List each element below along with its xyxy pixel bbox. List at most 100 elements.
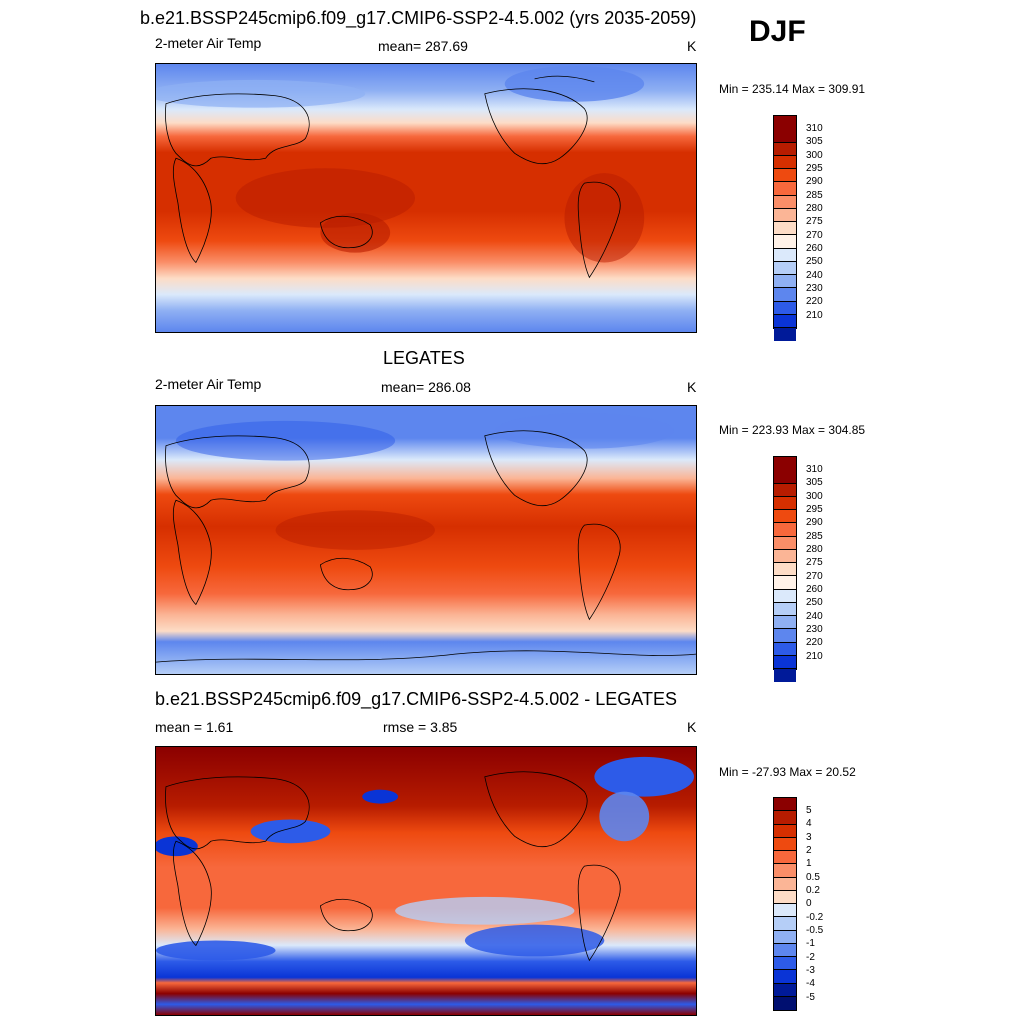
colorbar-label: 240	[806, 270, 823, 281]
colorbar-label: 280	[806, 544, 823, 555]
colorbar-1-swatch	[774, 275, 796, 289]
colorbar-label: 285	[806, 531, 823, 542]
colorbar-label: 4	[806, 818, 812, 829]
colorbar-label: -5	[806, 992, 815, 1003]
colorbar-label: 220	[806, 637, 823, 648]
colorbar-label: 295	[806, 504, 823, 515]
panel-1-colorbar	[773, 115, 797, 342]
colorbar-3-swatch	[774, 851, 796, 865]
colorbar-label: 305	[806, 477, 823, 488]
colorbar-label: 290	[806, 176, 823, 187]
colorbar-3-swatch	[774, 957, 796, 971]
panel-2-mean-label: mean= 286.08	[381, 379, 471, 395]
colorbar-1-swatch	[774, 182, 796, 196]
colorbar-2-swatch	[774, 642, 796, 656]
colorbar-2-swatch	[774, 576, 796, 590]
colorbar-3-swatch	[774, 877, 796, 891]
colorbar-label: 270	[806, 571, 823, 582]
panel-1-variable-label: 2-meter Air Temp	[155, 35, 262, 51]
panel-1-map-graphic	[156, 64, 696, 332]
colorbar-1-swatch	[774, 314, 796, 328]
colorbar-label: 240	[806, 611, 823, 622]
colorbar-2-swatch	[774, 483, 796, 497]
colorbar-3-swatch	[774, 996, 796, 1010]
colorbar-1-swatch	[774, 222, 796, 236]
colorbar-3-swatch	[774, 811, 796, 825]
panel-1-mean-label: mean= 287.69	[378, 38, 468, 54]
colorbar-label: 310	[806, 464, 823, 475]
colorbar-2-swatch	[774, 536, 796, 550]
colorbar-1-swatch	[774, 116, 796, 143]
colorbar-3-swatch	[774, 904, 796, 918]
colorbar-3-swatch	[774, 837, 796, 851]
colorbar-label: -0.5	[806, 925, 824, 936]
colorbar-1-swatch	[774, 248, 796, 262]
panel-1-minmax: Min = 235.14 Max = 309.91	[719, 82, 866, 96]
colorbar-3-swatch	[774, 930, 796, 944]
colorbar-2-swatch	[774, 616, 796, 630]
colorbar-3-swatch	[774, 890, 796, 904]
colorbar-label: 0	[806, 898, 812, 909]
colorbar-2-swatch	[774, 510, 796, 524]
colorbar-label: 260	[806, 243, 823, 254]
colorbar-label: 300	[806, 491, 823, 502]
colorbar-2-swatch	[774, 549, 796, 563]
colorbar-label: 5	[806, 805, 812, 816]
colorbar-label: 260	[806, 584, 823, 595]
colorbar-label: 310	[806, 123, 823, 134]
panel-3-map-graphic	[156, 747, 696, 1015]
colorbar-2-swatch	[774, 523, 796, 537]
colorbar-2-swatch	[774, 669, 796, 683]
panel-2-map-graphic	[156, 406, 696, 674]
panel-2-minmax: Min = 223.93 Max = 304.85	[719, 423, 866, 437]
colorbar-label: 1	[806, 858, 812, 869]
panel-3-map	[155, 746, 697, 1016]
colorbar-1-swatch	[774, 301, 796, 315]
colorbar-label: 230	[806, 283, 823, 294]
panel-3-mean-label: mean = 1.61	[155, 719, 234, 735]
colorbar-2-swatch	[774, 602, 796, 616]
colorbar-label: 275	[806, 557, 823, 568]
panel-2-title: LEGATES	[383, 348, 465, 368]
panel-3-units-label: K	[687, 719, 697, 735]
colorbar-3-swatch	[774, 864, 796, 878]
colorbar-2-swatch	[774, 655, 796, 669]
season-label: DJF	[749, 15, 806, 48]
colorbar-label: -1	[806, 938, 815, 949]
colorbar-1-swatch	[774, 142, 796, 156]
panel-2-colorbar	[773, 456, 797, 683]
colorbar-3-swatch	[774, 943, 796, 957]
colorbar-1-swatch	[774, 235, 796, 249]
colorbar-label: 230	[806, 624, 823, 635]
colorbar-3-swatch	[774, 917, 796, 931]
colorbar-label: 300	[806, 150, 823, 161]
colorbar-label: 275	[806, 216, 823, 227]
colorbar-label: 270	[806, 230, 823, 241]
panel-3-title: b.e21.BSSP245cmip6.f09_g17.CMIP6-SSP2-4.…	[155, 689, 677, 709]
colorbar-2-swatch	[774, 629, 796, 643]
panel-3-colorbar	[773, 797, 797, 1011]
colorbar-label: 0.5	[806, 872, 820, 883]
colorbar-2-swatch	[774, 457, 796, 484]
panel-1-map	[155, 63, 697, 333]
colorbar-label: -4	[806, 978, 815, 989]
colorbar-2-swatch	[774, 496, 796, 510]
colorbar-3-swatch	[774, 824, 796, 838]
colorbar-1-swatch	[774, 261, 796, 275]
colorbar-1-swatch	[774, 195, 796, 209]
panel-3-rmse-label: rmse = 3.85	[383, 719, 458, 735]
panel-1-title: b.e21.BSSP245cmip6.f09_g17.CMIP6-SSP2-4.…	[140, 8, 697, 28]
colorbar-label: -2	[806, 952, 815, 963]
colorbar-label: 280	[806, 203, 823, 214]
colorbar-label: 290	[806, 517, 823, 528]
colorbar-2-swatch	[774, 589, 796, 603]
colorbar-label: 210	[806, 651, 823, 662]
colorbar-label: 220	[806, 296, 823, 307]
panel-2-units-label: K	[687, 379, 697, 395]
colorbar-1-swatch	[774, 328, 796, 342]
colorbar-3-swatch	[774, 970, 796, 984]
colorbar-1-swatch	[774, 288, 796, 302]
colorbar-label: 250	[806, 597, 823, 608]
colorbar-label: 2	[806, 845, 812, 856]
panel-3-minmax: Min = -27.93 Max = 20.52	[719, 765, 856, 779]
